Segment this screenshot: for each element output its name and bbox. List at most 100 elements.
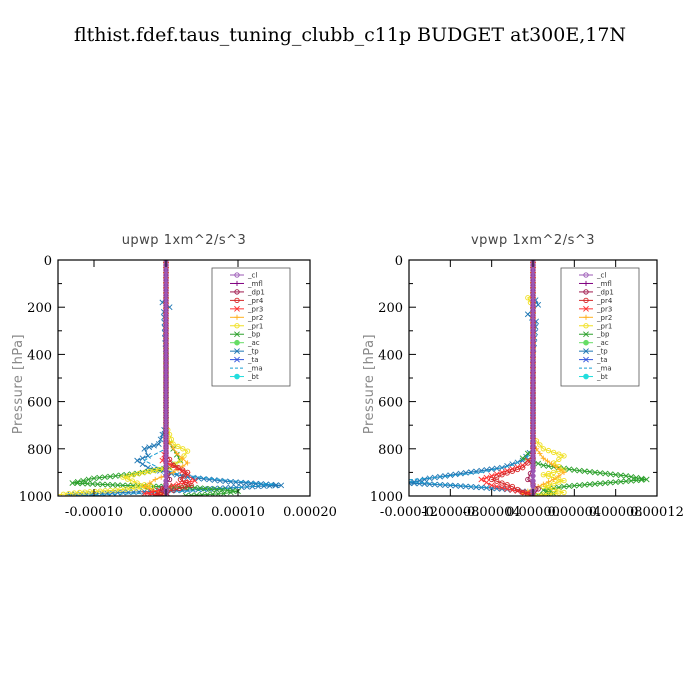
series-marker-tp [157,436,164,443]
x-tick-label: -0.00004 [463,505,521,520]
x-tick-label: -0.00010 [65,505,123,520]
series-marker-dp1 [525,476,531,483]
series-marker-cl [530,377,536,384]
series-marker-tp [493,465,500,472]
series-marker-cl [530,317,536,323]
legend-marker [583,339,589,346]
series-marker-cl [530,362,536,369]
series-marker-bp [109,481,116,488]
series-marker-pr4 [504,482,510,488]
series-marker-pr1 [184,448,191,454]
series-marker-bp [612,479,619,486]
series-marker-bp [597,480,604,487]
series-marker-tp [437,481,443,488]
series-marker-pr1 [146,468,153,475]
legend-marker [583,272,589,278]
series-marker-pr1 [556,490,562,496]
legend-label: _dp1 [247,288,265,296]
series-marker-pr1 [537,442,543,448]
series-marker-pr3 [493,483,500,490]
series-marker-pr4 [504,470,510,476]
series-marker-pr1 [175,443,181,450]
series-marker-bp [566,466,573,473]
y-tick-label: 600 [378,396,403,411]
y-tick-label: 200 [378,301,403,316]
series-marker-bp [602,470,609,477]
legend-marker [583,289,589,295]
series-marker-cl [530,433,536,439]
series-marker-bp [79,480,86,487]
legend-label: _pr3 [247,305,263,313]
series-marker-pr1 [134,480,140,486]
series-marker-bp [101,474,108,481]
series-marker-cl [163,483,169,489]
series-marker-pr3 [141,490,148,496]
series-marker-bp [607,479,614,486]
series-marker-pr1 [545,491,552,496]
series-marker-cl [530,347,536,354]
legend-label: _pr4 [596,297,613,305]
series-marker-bp [638,475,645,482]
series-marker-cl [163,377,169,384]
series-marker-pr2 [174,450,180,457]
series-marker-cl [530,407,536,414]
series-marker-cl [530,282,536,288]
series-marker-cl [530,483,536,489]
series-marker-bp [91,475,97,482]
series-marker-pr2 [551,476,557,483]
legend-label: _ma [247,365,263,373]
series-marker-bp [581,481,588,488]
legend-label: _bp [247,331,261,339]
series-marker-tp [232,479,239,486]
series-marker-cl [530,327,536,333]
series-marker-tp [483,484,490,491]
series-marker-pr1 [561,478,567,484]
series-group [58,260,285,496]
series-marker-cl [163,478,169,484]
y-tick-label: 1000 [370,490,403,505]
series-marker-cl [530,297,536,303]
series-marker-pr4 [499,472,505,478]
chart-panel-upwp: upwp 1xm^2/s^3 Pressure [hPa] 0 200 400 600 80… [11,233,337,520]
series-marker-cl [163,272,169,278]
series-marker-pr2 [557,466,563,473]
series-marker-pr4 [184,469,191,476]
x-tick-label: 0.00000 [139,505,193,520]
x-tick-label: 0.00008 [589,505,643,520]
legend-label: _bt [596,373,608,381]
x-tick-label: 0.00010 [211,505,265,520]
legend: _cl_mfl_dp1_pr4_pr3_pr2_pr1_bp_ac_tp_ta_… [211,267,291,387]
series-marker-tp [483,466,490,473]
series-marker-cl [163,443,169,449]
series-marker-tp [411,478,418,485]
series-marker-cl [530,312,536,318]
legend-label: _pr3 [596,305,612,313]
series-marker-cl [530,387,536,394]
series-marker-cl [530,382,536,389]
series-marker-pr1 [556,479,562,485]
series-marker-bp [571,482,578,489]
series-marker-bp [74,478,81,485]
series-marker-cl [530,272,536,278]
series-marker-pr2 [152,476,158,483]
series-marker-tp [145,452,151,459]
series-marker-pr1 [156,466,163,473]
series-marker-pr1 [168,436,175,443]
series-marker-pr2 [540,455,546,461]
legend-marker [583,323,589,329]
series-group [409,260,650,496]
series-marker-bp [628,477,635,484]
series-marker-tp [139,455,146,462]
series-marker-pr2 [537,450,543,457]
series-marker-pr1 [124,476,131,482]
series-marker-bp [597,470,604,476]
series-line-ma [409,260,534,496]
series-marker-cl [163,392,169,399]
series-marker-cl [530,453,536,459]
series-marker-bp [607,471,614,478]
series-marker-pr1 [97,488,103,494]
legend-label: _ac [247,339,260,347]
legend-label: _mfl [596,280,612,288]
legend-label: _pr4 [247,297,264,305]
